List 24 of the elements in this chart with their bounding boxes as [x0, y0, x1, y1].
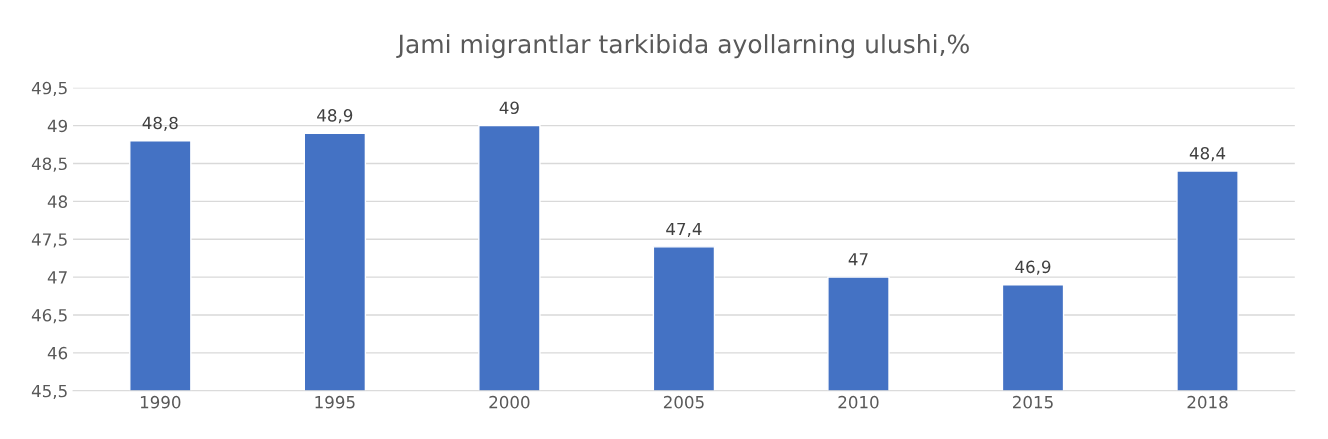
- data-label: 48,8: [142, 116, 178, 131]
- y-tick-label: 48: [47, 195, 68, 208]
- y-tick-label: 45,5: [31, 384, 67, 399]
- x-tick-label: 1990: [140, 395, 181, 409]
- data-label: 48,9: [317, 109, 353, 124]
- y-tick-label: 47,5: [31, 233, 67, 248]
- x-tick-label: 2005: [663, 395, 704, 409]
- y-tick-label: 48,5: [31, 157, 67, 172]
- data-label: 47,4: [666, 222, 702, 237]
- x-tick-label: 2018: [1187, 395, 1228, 409]
- y-tick-label: 49: [47, 119, 68, 133]
- y-tick-label: 46: [47, 346, 68, 360]
- y-tick-label: 46,5: [31, 308, 67, 324]
- x-tick-label: 2000: [489, 395, 530, 409]
- chart-title: Jami migrantlar tarkibida ayollarning ulushi,%: [396, 34, 969, 59]
- data-label: 49: [499, 101, 519, 115]
- data-label: 46,9: [1015, 260, 1051, 275]
- x-tick-label: 2010: [838, 395, 879, 409]
- x-tick-label: 1995: [315, 395, 355, 409]
- data-label: 48,4: [1189, 146, 1226, 162]
- y-tick-label: 49,5: [31, 81, 67, 97]
- x-tick-label: 2015: [1013, 395, 1053, 409]
- y-tick-label: 47: [47, 271, 67, 284]
- data-label: 47: [848, 253, 868, 266]
